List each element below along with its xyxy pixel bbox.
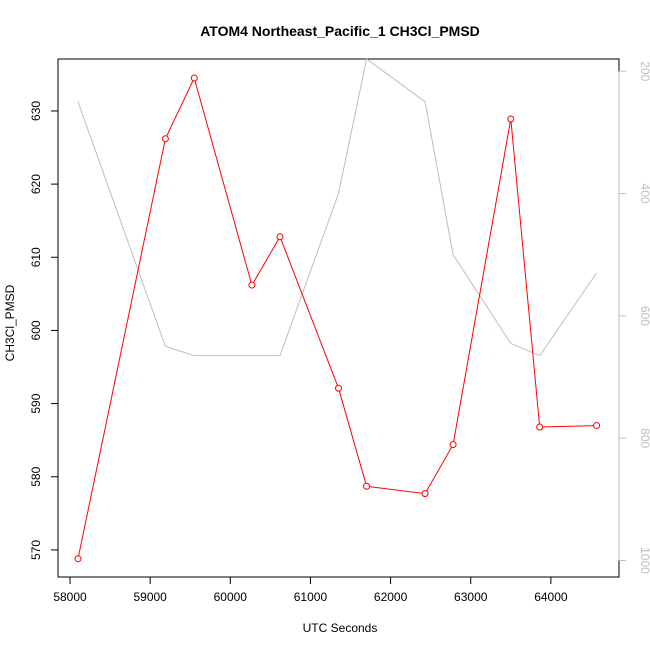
data-point bbox=[536, 423, 544, 431]
data-point bbox=[421, 490, 429, 498]
x-tick-label: 60000 bbox=[214, 590, 248, 604]
x-tick-label: 61000 bbox=[294, 590, 328, 604]
x-axis-label: UTC Seconds bbox=[303, 621, 378, 635]
y-tick-label: 580 bbox=[29, 466, 43, 486]
data-point bbox=[363, 482, 371, 490]
y-tick-label: 590 bbox=[29, 393, 43, 413]
y-axis: 570 580 590 600 610 620 630 bbox=[29, 101, 59, 560]
data-point bbox=[335, 384, 342, 392]
y-tick-label: 630 bbox=[29, 101, 43, 121]
y2-axis: 200 400 600 800 1000 bbox=[618, 61, 650, 574]
data-point bbox=[276, 233, 284, 241]
y-tick-label: 620 bbox=[29, 174, 43, 194]
data-point bbox=[593, 422, 601, 430]
data-point bbox=[248, 281, 256, 289]
y-tick-label: 610 bbox=[29, 247, 43, 267]
x-tick-label: 59000 bbox=[133, 590, 167, 604]
y-tick-label: 600 bbox=[29, 320, 43, 340]
y2-tick-label: 400 bbox=[638, 184, 650, 204]
series-layer bbox=[74, 58, 601, 563]
data-point bbox=[449, 441, 457, 449]
chart-title: ATOM4 Northeast_Pacific_1 CH3Cl_PMSD bbox=[200, 23, 480, 39]
x-tick-label: 62000 bbox=[374, 590, 408, 604]
y-axis-label: CH3Cl_PMSD bbox=[3, 284, 17, 361]
data-point bbox=[507, 115, 515, 123]
x-tick-label: 64000 bbox=[534, 590, 568, 604]
y2-tick-label: 800 bbox=[638, 428, 650, 448]
x-axis: 58000 59000 60000 61000 62000 63000 64000 bbox=[53, 576, 568, 604]
y-tick-label: 570 bbox=[29, 540, 43, 560]
secondary-series-line bbox=[77, 58, 598, 357]
y2-tick-label: 600 bbox=[638, 306, 650, 326]
primary-series-line bbox=[77, 76, 597, 559]
data-point bbox=[74, 555, 82, 563]
y2-tick-label: 200 bbox=[638, 61, 650, 81]
x-tick-label: 58000 bbox=[53, 590, 87, 604]
y2-tick-label: 1000 bbox=[638, 547, 650, 574]
data-point bbox=[190, 74, 198, 82]
plot-area bbox=[57, 58, 620, 578]
x-tick-label: 63000 bbox=[454, 590, 488, 604]
data-point bbox=[161, 135, 169, 143]
